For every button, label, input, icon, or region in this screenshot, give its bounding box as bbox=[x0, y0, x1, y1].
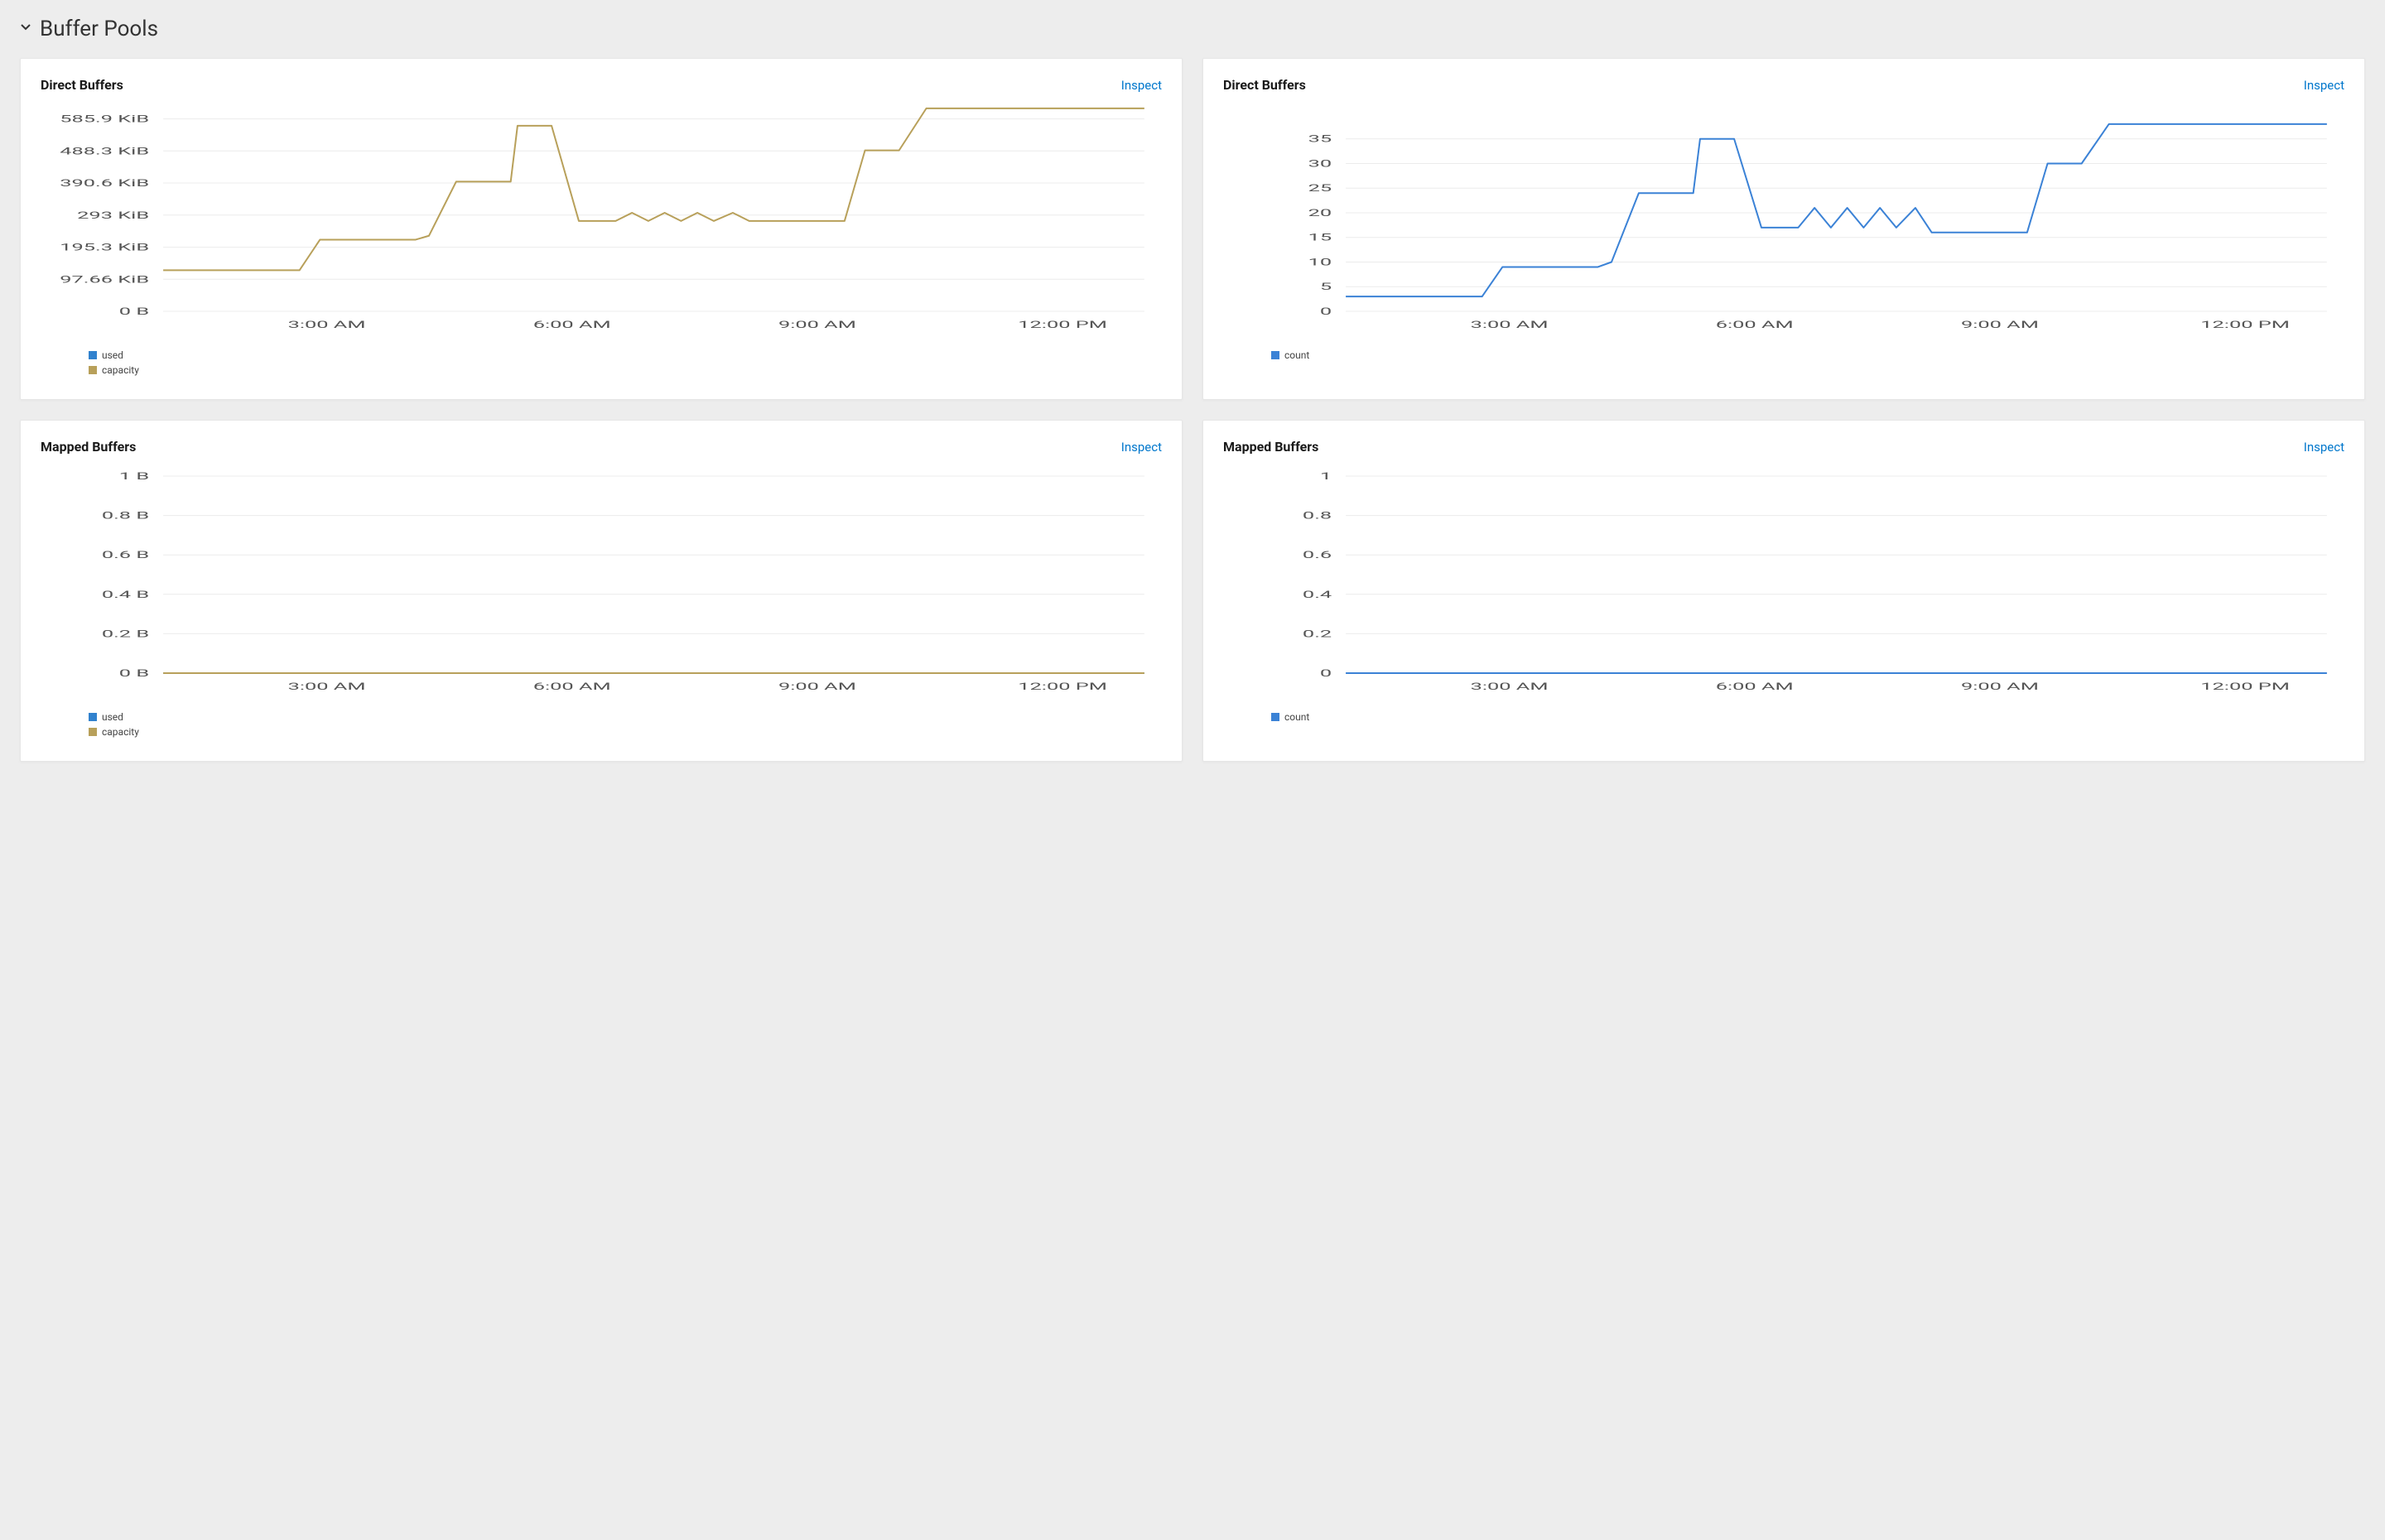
x-tick-label: 3:00 AM bbox=[288, 681, 366, 692]
y-tick-label: 1 bbox=[1320, 470, 1332, 482]
chart-svg: 0 0.2 0.4 0.6 0.8 1 3:00 AM 6:00 AM 9:00 AM 12:00… bbox=[1223, 466, 2344, 698]
x-tick-label: 3:00 AM bbox=[1471, 319, 1549, 330]
legend-swatch bbox=[1271, 351, 1279, 359]
y-tick-label: 0.8 B bbox=[102, 510, 149, 522]
chart-area[interactable]: 0 B 0.2 B 0.4 B 0.6 B 0.8 B 1 B 3:00 AM 6:00 AM… bbox=[41, 466, 1162, 698]
legend-item[interactable]: count bbox=[1271, 711, 2344, 723]
legend-label: capacity bbox=[102, 364, 139, 376]
panel-header: Mapped Buffers Inspect bbox=[41, 439, 1162, 455]
series-line-count bbox=[1346, 124, 2327, 296]
chart-panel: Mapped Buffers Inspect 0 0.2 0.4 0.6 0.8 1 3:00 … bbox=[1202, 420, 2365, 762]
chart-panel: Direct Buffers Inspect 0 5 10 15 20 25 30 35 3:00 … bbox=[1202, 58, 2365, 400]
x-tick-label: 3:00 AM bbox=[288, 319, 366, 330]
legend-label: count bbox=[1284, 349, 1309, 361]
y-tick-label: 97.66 KiB bbox=[60, 273, 149, 285]
chart-area[interactable]: 0 0.2 0.4 0.6 0.8 1 3:00 AM 6:00 AM 9:00 AM 12:00… bbox=[1223, 466, 2344, 698]
x-tick-label: 6:00 AM bbox=[533, 681, 611, 692]
panel-title: Direct Buffers bbox=[41, 77, 123, 93]
y-tick-label: 0.2 bbox=[1303, 628, 1332, 640]
y-tick-label: 195.3 KiB bbox=[60, 242, 149, 253]
y-tick-label: 0.6 bbox=[1303, 549, 1332, 561]
y-tick-label: 10 bbox=[1308, 257, 1332, 268]
chart-svg: 0 B 97.66 KiB 195.3 KiB 293 KiB 390.6 KiB 488… bbox=[41, 104, 1162, 336]
inspect-link[interactable]: Inspect bbox=[1121, 440, 1162, 455]
x-tick-label: 12:00 PM bbox=[2200, 681, 2290, 692]
x-tick-label: 3:00 AM bbox=[1471, 681, 1549, 692]
y-tick-label: 1 B bbox=[119, 470, 149, 482]
x-tick-label: 6:00 AM bbox=[1716, 319, 1794, 330]
panel-header: Direct Buffers Inspect bbox=[1223, 77, 2344, 93]
section-header[interactable]: Buffer Pools bbox=[20, 17, 2365, 41]
legend: count bbox=[1271, 711, 2344, 723]
legend-swatch bbox=[89, 728, 97, 736]
section-title: Buffer Pools bbox=[40, 17, 158, 41]
y-tick-label: 0.4 bbox=[1303, 589, 1332, 600]
chart-svg: 0 B 0.2 B 0.4 B 0.6 B 0.8 B 1 B 3:00 AM 6:00 AM… bbox=[41, 466, 1162, 698]
legend: used capacity bbox=[89, 349, 1162, 376]
y-tick-label: 0 bbox=[1320, 667, 1332, 679]
legend-item[interactable]: used bbox=[89, 711, 1162, 723]
chart-area[interactable]: 0 5 10 15 20 25 30 35 3:00 AM 6:00 AM 9:00 AM 12:00… bbox=[1223, 104, 2344, 336]
legend-label: used bbox=[102, 711, 123, 723]
y-tick-label: 25 bbox=[1308, 182, 1332, 194]
chevron-down-icon bbox=[20, 22, 31, 36]
y-tick-label: 30 bbox=[1308, 158, 1332, 170]
legend-item[interactable]: capacity bbox=[89, 726, 1162, 738]
y-tick-label: 0 B bbox=[119, 667, 149, 679]
x-tick-label: 9:00 AM bbox=[778, 681, 856, 692]
y-tick-label: 293 KiB bbox=[77, 209, 149, 221]
x-tick-label: 6:00 AM bbox=[1716, 681, 1794, 692]
legend-item[interactable]: used bbox=[89, 349, 1162, 361]
y-tick-label: 0 bbox=[1320, 306, 1332, 317]
legend-label: count bbox=[1284, 711, 1309, 723]
inspect-link[interactable]: Inspect bbox=[2304, 440, 2344, 455]
legend-swatch bbox=[89, 366, 97, 374]
legend-swatch bbox=[89, 351, 97, 359]
chart-panel: Direct Buffers Inspect 0 B 97.66 KiB 195.3 K… bbox=[20, 58, 1183, 400]
panel-grid: Direct Buffers Inspect 0 B 97.66 KiB 195.3 K… bbox=[20, 58, 2365, 762]
inspect-link[interactable]: Inspect bbox=[1121, 78, 1162, 93]
y-tick-label: 0.4 B bbox=[102, 589, 149, 600]
panel-header: Direct Buffers Inspect bbox=[41, 77, 1162, 93]
legend: used capacity bbox=[89, 711, 1162, 738]
y-tick-label: 35 bbox=[1308, 133, 1332, 145]
x-tick-label: 12:00 PM bbox=[1018, 681, 1107, 692]
legend-swatch bbox=[1271, 713, 1279, 721]
x-tick-label: 9:00 AM bbox=[1961, 319, 2039, 330]
y-tick-label: 15 bbox=[1308, 232, 1332, 243]
y-tick-label: 0.6 B bbox=[102, 549, 149, 561]
y-tick-label: 0 B bbox=[119, 306, 149, 317]
panel-title: Direct Buffers bbox=[1223, 77, 1306, 93]
x-tick-label: 9:00 AM bbox=[1961, 681, 2039, 692]
legend-label: capacity bbox=[102, 726, 139, 738]
x-tick-label: 9:00 AM bbox=[778, 319, 856, 330]
legend-swatch bbox=[89, 713, 97, 721]
legend-item[interactable]: capacity bbox=[89, 364, 1162, 376]
legend: count bbox=[1271, 349, 2344, 361]
panel-header: Mapped Buffers Inspect bbox=[1223, 439, 2344, 455]
panel-title: Mapped Buffers bbox=[41, 439, 136, 455]
x-tick-label: 6:00 AM bbox=[533, 319, 611, 330]
y-tick-label: 0.8 bbox=[1303, 510, 1332, 522]
y-tick-label: 20 bbox=[1308, 207, 1332, 219]
x-tick-label: 12:00 PM bbox=[1018, 319, 1107, 330]
y-tick-label: 585.9 KiB bbox=[60, 113, 149, 125]
y-tick-label: 488.3 KiB bbox=[60, 145, 149, 156]
series-line-capacity bbox=[163, 108, 1144, 271]
y-tick-label: 5 bbox=[1320, 281, 1332, 292]
x-tick-label: 12:00 PM bbox=[2200, 319, 2290, 330]
chart-panel: Mapped BuffersInspect0 B0.2 B0.4 B0.6 B0… bbox=[20, 420, 1183, 762]
inspect-link[interactable]: Inspect bbox=[2304, 78, 2344, 93]
y-tick-label: 0.2 B bbox=[102, 628, 149, 640]
chart-svg: 0 5 10 15 20 25 30 35 3:00 AM 6:00 AM 9:00 AM 12:00… bbox=[1223, 104, 2344, 336]
legend-label: used bbox=[102, 349, 123, 361]
chart-area[interactable]: 0 B 97.66 KiB 195.3 KiB 293 KiB 390.6 KiB 488… bbox=[41, 104, 1162, 336]
panel-title: Mapped Buffers bbox=[1223, 439, 1318, 455]
legend-item[interactable]: count bbox=[1271, 349, 2344, 361]
y-tick-label: 390.6 KiB bbox=[60, 177, 149, 189]
